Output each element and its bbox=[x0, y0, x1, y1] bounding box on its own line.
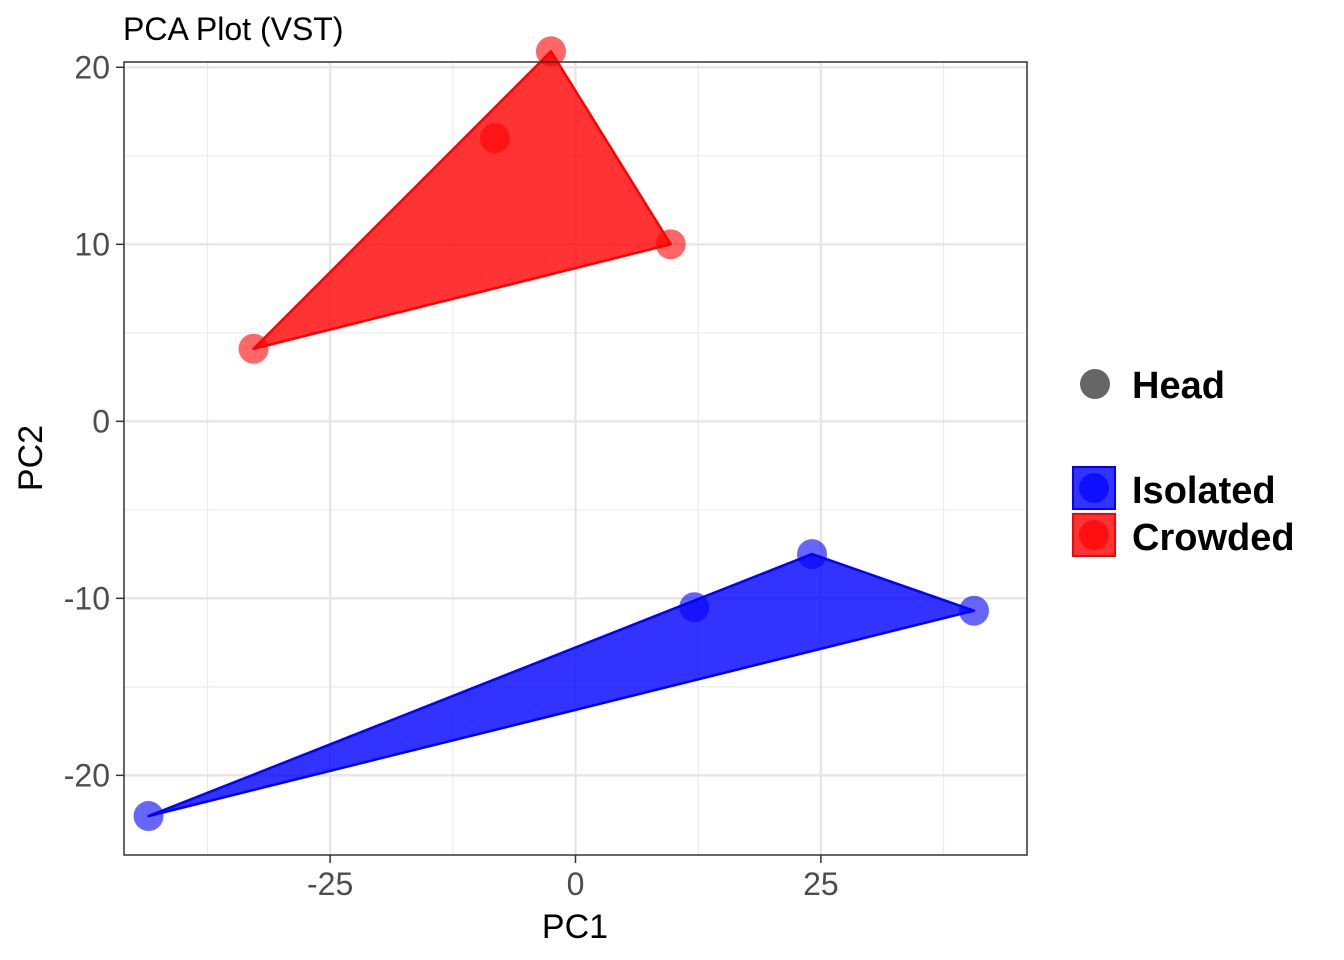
data-points bbox=[133, 36, 989, 832]
legend-shape-head-icon bbox=[1080, 369, 1110, 399]
x-tick-label: -25 bbox=[307, 866, 353, 902]
y-axis-ticks: -20 -10 0 10 20 bbox=[64, 49, 124, 793]
point-crowded-2 bbox=[480, 123, 511, 154]
x-tick-label: 25 bbox=[803, 866, 839, 902]
hull-isolated bbox=[147, 552, 976, 818]
y-tick-label: 0 bbox=[92, 403, 110, 439]
group-hulls bbox=[147, 50, 976, 818]
point-crowded-1 bbox=[238, 333, 269, 364]
legend-crowded-label: Crowded bbox=[1132, 517, 1295, 559]
y-tick-label: -20 bbox=[64, 757, 110, 793]
legend-isolated-icon bbox=[1079, 473, 1109, 503]
plot-panel bbox=[123, 36, 1028, 856]
y-tick-label: 10 bbox=[74, 226, 110, 262]
legend: Head Isolated Crowded bbox=[1072, 365, 1295, 559]
y-axis-title: PC2 bbox=[12, 425, 50, 491]
x-tick-label: 0 bbox=[567, 866, 585, 902]
major-gridlines bbox=[124, 62, 1027, 855]
legend-shape-label: Head bbox=[1132, 365, 1225, 407]
chart-title: PCA Plot (VST) bbox=[123, 11, 344, 47]
point-isolated-4 bbox=[958, 595, 989, 626]
y-tick-label: -10 bbox=[64, 580, 110, 616]
point-crowded-3 bbox=[535, 36, 566, 67]
y-tick-label: 20 bbox=[74, 49, 110, 85]
point-isolated-1 bbox=[133, 801, 164, 832]
x-axis-ticks: -25 0 25 bbox=[307, 855, 839, 902]
legend-crowded-icon bbox=[1079, 520, 1109, 550]
point-isolated-3 bbox=[797, 539, 828, 570]
legend-isolated-label: Isolated bbox=[1132, 470, 1276, 512]
point-isolated-2 bbox=[679, 592, 710, 623]
point-crowded-4 bbox=[655, 229, 686, 260]
x-axis-title: PC1 bbox=[542, 908, 608, 946]
hull-crowded bbox=[252, 50, 672, 351]
